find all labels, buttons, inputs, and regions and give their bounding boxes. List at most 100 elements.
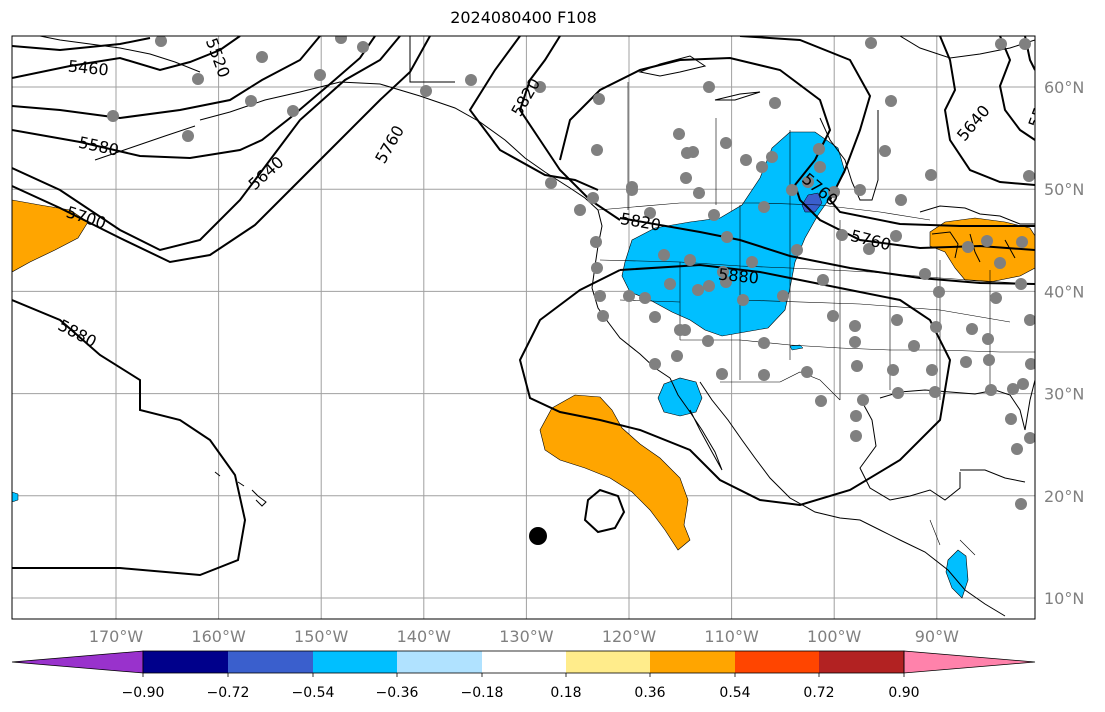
station-dot [813, 143, 825, 155]
station-dot [930, 321, 942, 333]
longitude-label: 140°W [397, 627, 452, 646]
colorbar-segment [482, 651, 566, 673]
station-dot [758, 201, 770, 213]
station-dot [597, 310, 609, 322]
station-dot [671, 350, 683, 362]
longitude-label: 110°W [704, 627, 759, 646]
station-dot [766, 151, 778, 163]
station-dot [721, 231, 733, 243]
colorbar-segment [735, 651, 819, 673]
colorbar-tick-label: 0.36 [634, 685, 665, 701]
longitude-label: 100°W [807, 627, 862, 646]
colorbar-segment [819, 651, 904, 673]
colorbar-frame [142, 650, 905, 674]
station-dot [786, 184, 798, 196]
station-dot [758, 337, 770, 349]
blue-region-central [621, 131, 846, 337]
station-dot [1015, 498, 1027, 510]
station-dot [1005, 413, 1017, 425]
longitude-label: 150°W [294, 627, 349, 646]
station-dot [593, 93, 605, 105]
station-dot [854, 184, 866, 196]
orange-region-greatlakes [929, 217, 1035, 283]
colorbar-segment [397, 651, 482, 673]
station-dot [335, 36, 347, 44]
station-dot [626, 184, 638, 196]
longitude-label: 170°W [89, 627, 144, 646]
latitude-label: 60°N [1044, 78, 1084, 97]
station-dot [863, 243, 875, 255]
station-dot [465, 74, 477, 86]
station-dot [777, 290, 789, 302]
station-dot [1024, 314, 1035, 326]
station-dot [983, 354, 995, 366]
station-dot [817, 274, 829, 286]
station-dot [658, 249, 670, 261]
station-dot [591, 262, 603, 274]
station-dot [1019, 38, 1031, 50]
station-dot [982, 333, 994, 345]
station-dot [687, 146, 699, 158]
colorbar-tick-label: 0.90 [888, 685, 919, 701]
station-dot [716, 368, 728, 380]
station-dot [155, 36, 167, 47]
station-dot [420, 85, 432, 97]
station-dot [314, 69, 326, 81]
station-dot [639, 292, 651, 304]
colorbar-arrow-left [11, 650, 144, 674]
station-dot [587, 192, 599, 204]
colorbar-tick-label: −0.54 [292, 685, 335, 701]
station-markers [107, 36, 1035, 510]
station-dot [985, 384, 997, 396]
contour-label: 5880 [717, 265, 759, 288]
station-dot [534, 81, 546, 93]
station-dot [756, 161, 768, 173]
longitude-label: 90°W [915, 627, 959, 646]
station-dot [925, 169, 937, 181]
station-dot [717, 266, 729, 278]
orange-region-baja [539, 394, 691, 551]
station-dot [990, 292, 1002, 304]
latitude-label: 20°N [1044, 487, 1084, 506]
map-frame [11, 35, 1036, 620]
longitude-label: 120°W [602, 627, 657, 646]
station-dot [357, 41, 369, 53]
station-dot [769, 97, 781, 109]
longitude-label: 160°W [191, 627, 246, 646]
station-dot [1024, 432, 1035, 444]
colorbar-segment [650, 651, 735, 673]
station-dot [673, 128, 685, 140]
longitude-label: 130°W [499, 627, 554, 646]
station-dot [1015, 278, 1027, 290]
station-dot [1016, 236, 1028, 248]
station-dot [892, 387, 904, 399]
station-dot [746, 256, 758, 268]
station-dot [828, 186, 840, 198]
station-dot [1011, 443, 1023, 455]
station-dot [890, 230, 902, 242]
contour-label: 5580 [1025, 85, 1057, 130]
station-dot [926, 364, 938, 376]
colorbar-tick-label: −0.72 [207, 685, 250, 701]
orange-region-west [12, 199, 89, 273]
station-dot [791, 244, 803, 256]
station-dot [287, 105, 299, 117]
station-dot [590, 236, 602, 248]
station-dot [720, 276, 732, 288]
station-dot [693, 187, 705, 199]
latitude-label: 30°N [1044, 385, 1084, 404]
station-dot [891, 314, 903, 326]
station-dot [836, 229, 848, 241]
contour-label: 5460 [67, 56, 109, 79]
colorbar-tick-label: −0.36 [376, 685, 419, 701]
blue-spot-1 [12, 491, 19, 503]
station-dot [702, 335, 714, 347]
station-dot [981, 235, 993, 247]
latitude-label: 40°N [1044, 282, 1084, 301]
station-dot [933, 286, 945, 298]
station-dot [1017, 378, 1029, 390]
station-dot [801, 366, 813, 378]
station-dot [966, 323, 978, 335]
station-dot [929, 386, 941, 398]
